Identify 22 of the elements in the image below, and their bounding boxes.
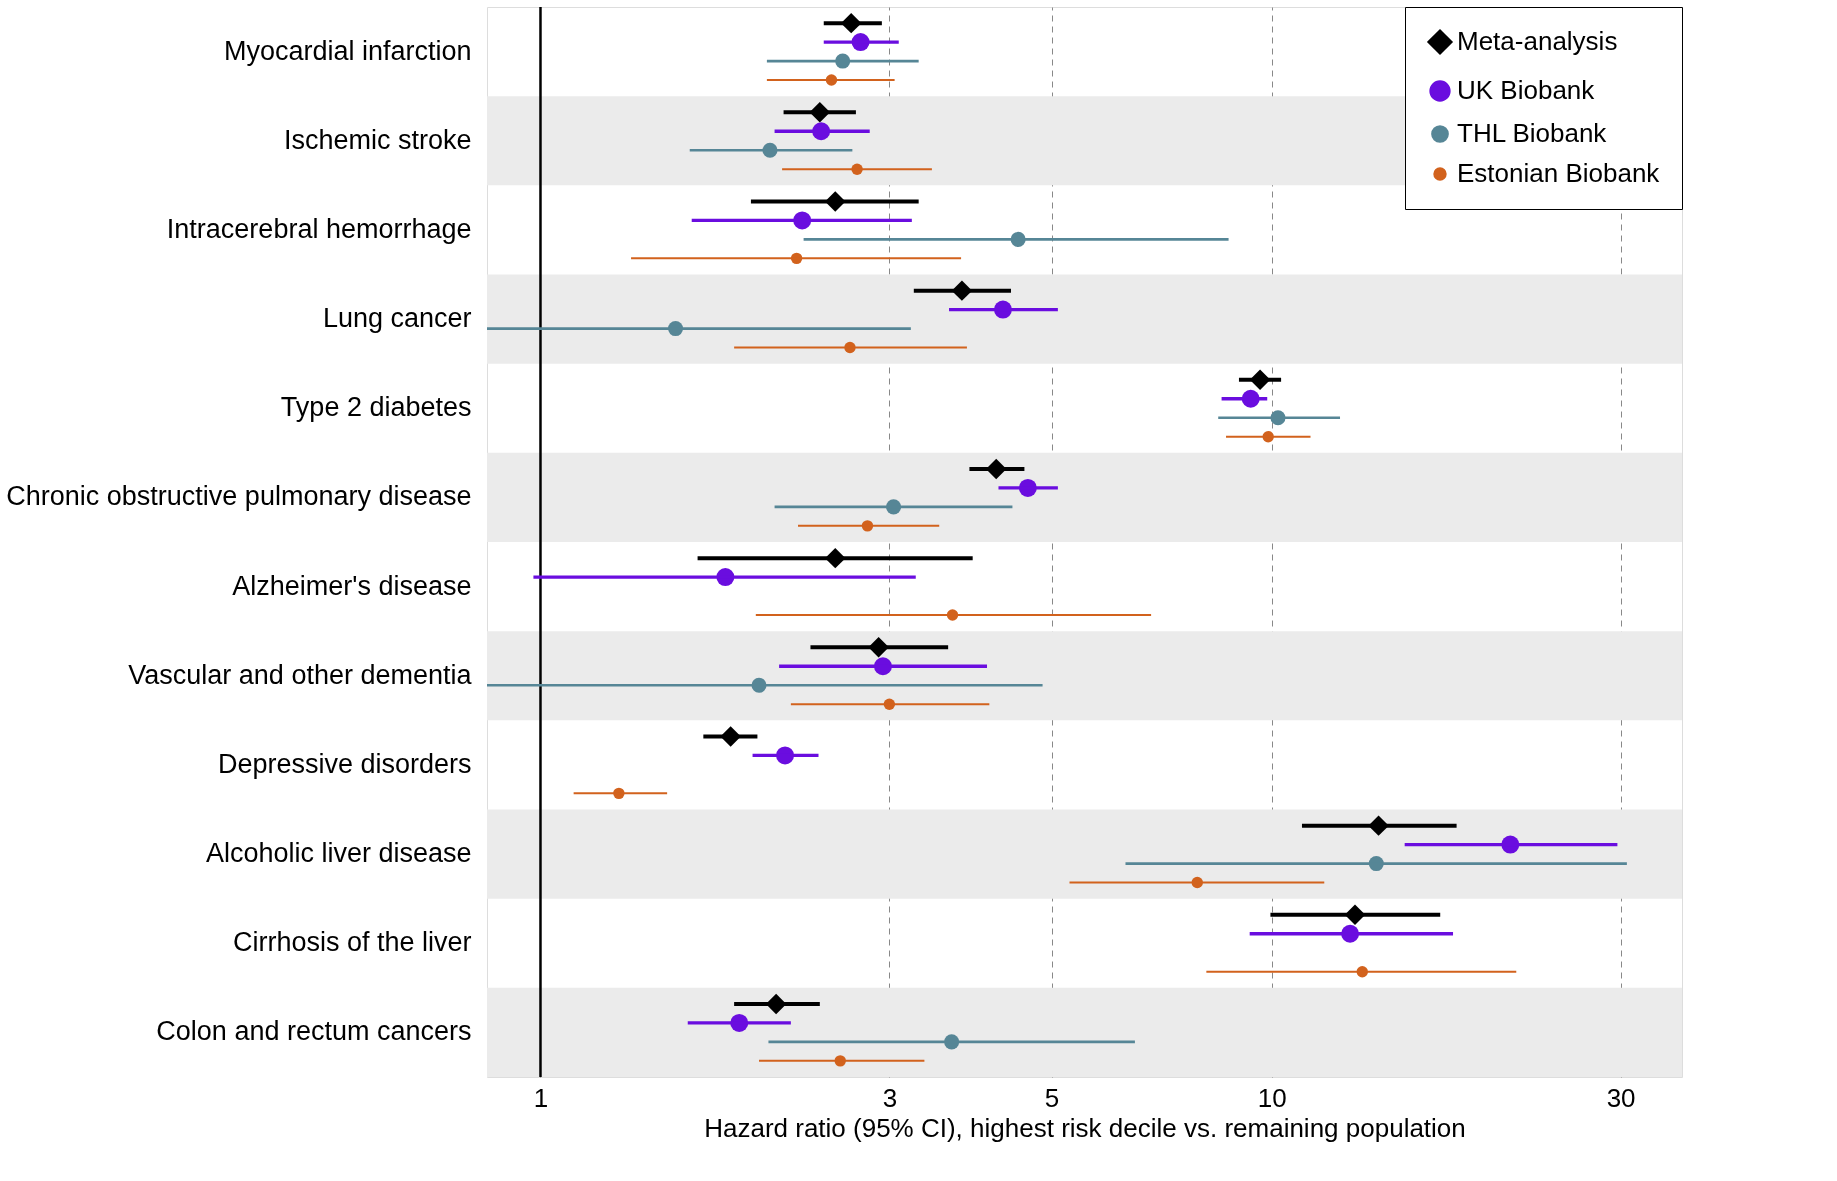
- y-tick-label: Cirrhosis of the liver: [232, 927, 472, 958]
- y-tick-label: Alcoholic liver disease: [205, 838, 472, 869]
- x-tick-label: 5: [1044, 1082, 1060, 1113]
- y-tick-label: Myocardial infarction: [223, 35, 472, 66]
- x-tick-label: 10: [1257, 1082, 1287, 1113]
- y-tick-label: Intracerebral hemorrhage: [166, 213, 472, 244]
- y-tick-label: Alzheimer's disease: [232, 570, 472, 601]
- y-tick-label: Chronic obstructive pulmonary disease: [6, 481, 472, 512]
- x-tick-label: 30: [1606, 1082, 1636, 1113]
- legend-label: UK Biobank: [1457, 75, 1596, 105]
- x-axis-title: Hazard ratio (95% CI), highest risk decile vs. remaining population: [704, 1112, 1466, 1143]
- legend-label: Estonian Biobank: [1457, 158, 1661, 188]
- y-tick-label: Lung cancer: [322, 303, 472, 334]
- legend-label: THL Biobank: [1457, 118, 1608, 148]
- y-tick-label: Vascular and other dementia: [128, 659, 473, 690]
- y-tick-label: Ischemic stroke: [283, 124, 472, 155]
- x-tick-label: 3: [882, 1082, 898, 1113]
- y-tick-label: Depressive disorders: [217, 748, 472, 779]
- y-tick-label: Type 2 diabetes: [280, 392, 472, 423]
- y-tick-label: Colon and rectum cancers: [156, 1016, 472, 1047]
- legend-label: Meta-analysis: [1457, 26, 1618, 56]
- x-tick-label: 1: [533, 1082, 549, 1113]
